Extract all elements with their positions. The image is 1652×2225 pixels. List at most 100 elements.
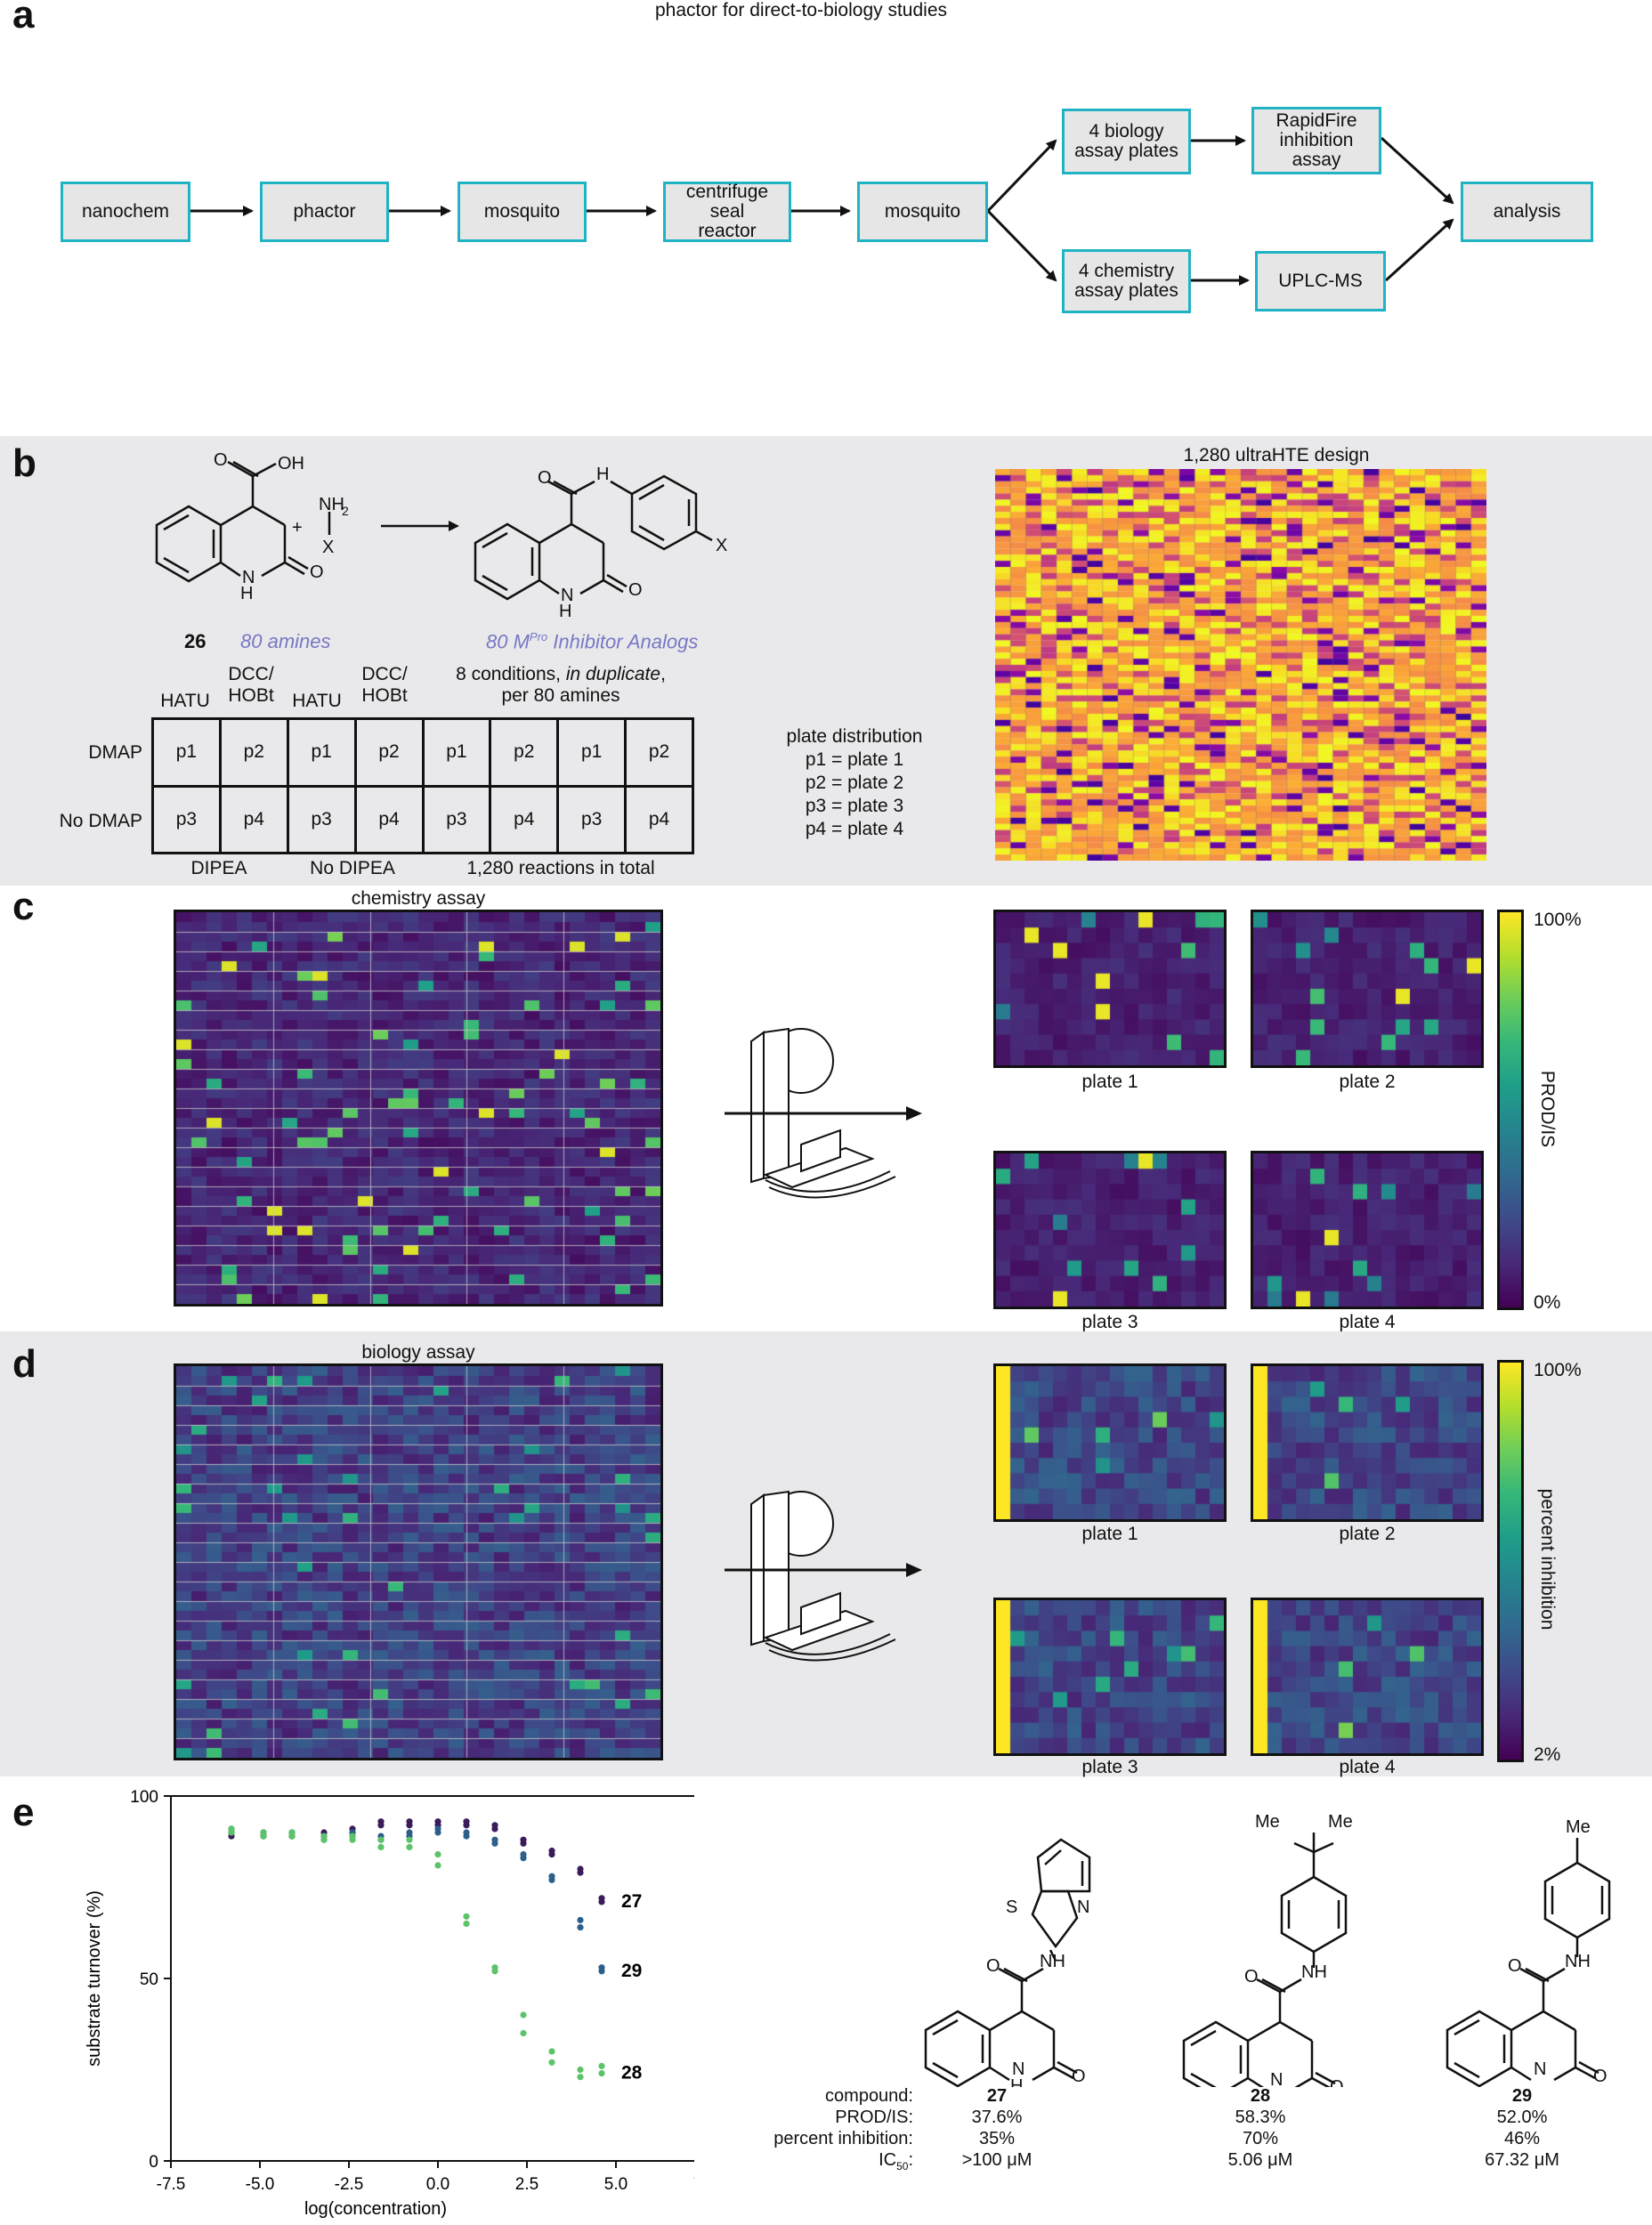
atom-label: N [561, 586, 573, 605]
reaction-scheme: O OH N H O + NH 2 X O H N H O X [155, 450, 727, 621]
point-series-28 [406, 1843, 413, 1850]
bottom-label-total: 1,280 reactions in total [466, 858, 655, 878]
point-series-28 [577, 2066, 584, 2074]
chem-plate-4 [1251, 1151, 1484, 1309]
bio-plate-2-label: plate 2 [1339, 1524, 1396, 1544]
conditions-header: 8 conditions, in duplicate, per 80 amine… [456, 664, 666, 706]
flow-box-biology-plates: 4 biology assay plates [1062, 109, 1191, 174]
chem-colorbar-max: 100% [1534, 910, 1582, 930]
table-cell: p2 [353, 717, 425, 788]
panel-letter-b: b [12, 441, 36, 485]
plate-distribution-item: p3 = plate 3 [805, 796, 904, 816]
flow-box-centrifuge: centrifuge seal reactor [663, 182, 791, 242]
point-series-28 [598, 2070, 605, 2077]
panel-letter-e: e [12, 1791, 35, 1834]
bio-plate-4 [1251, 1598, 1484, 1756]
stats-key-compound: compound: [825, 2086, 913, 2106]
atom-label: H [559, 602, 571, 621]
x-axis-label: log(concentration) [304, 2199, 447, 2219]
table-cell: p3 [556, 784, 628, 854]
x-tick-label: 5.0 [604, 2175, 628, 2194]
table-cell: p4 [353, 784, 425, 854]
point-series-28 [463, 1920, 470, 1928]
x-tick-label: 7.5 [693, 2175, 694, 2194]
panel-a-title: phactor for direct-to-biology studies [655, 0, 947, 20]
bio-plate-1 [993, 1363, 1227, 1522]
point-series-27 [548, 1851, 555, 1858]
atom-label: Me [1255, 1812, 1280, 1832]
amines-label: 80 amines [240, 630, 331, 652]
point-series-28 [377, 1836, 385, 1843]
table-cell: p3 [421, 784, 492, 854]
instrument-icon [725, 1027, 922, 1199]
chem-plate-1-label: plate 1 [1081, 1072, 1138, 1092]
ultrahte-title: 1,280 ultraHTE design [1183, 445, 1370, 465]
chem-plate-3-label: plate 3 [1081, 1312, 1138, 1332]
atom-label: H [1010, 2076, 1023, 2087]
point-series-28 [288, 1833, 296, 1840]
point-series-27 [377, 1822, 385, 1829]
bio-plate-3 [993, 1598, 1227, 1756]
point-series-27 [598, 1898, 605, 1905]
y-tick-label: 0 [149, 2153, 158, 2172]
table-cell: p3 [151, 784, 222, 854]
table-cell: p3 [286, 784, 357, 854]
atom-label: X [716, 536, 727, 555]
point-series-29 [598, 1968, 605, 1975]
condition-table: p1 p2 p1 p2 p1 p2 p1 p2 p3 p4 p3 p4 p3 p… [151, 717, 694, 854]
col-header-hatu: HATU [160, 691, 210, 711]
x-tick-label: -2.5 [335, 2175, 364, 2194]
chemistry-assay-heatmap [174, 910, 663, 1307]
chem-plate-2-label: plate 2 [1339, 1072, 1396, 1092]
table-cell: p4 [218, 784, 289, 854]
point-series-29 [577, 1924, 584, 1931]
panel-letter-a: a [12, 0, 35, 36]
table-cell: p4 [489, 784, 560, 854]
x-tick-label: 0.0 [426, 2175, 449, 2194]
compound-27-ic50: >100 μM [961, 2150, 1032, 2170]
point-series-28 [320, 1836, 328, 1843]
atom-label: OH [278, 454, 304, 473]
bio-plate-3-label: plate 3 [1081, 1757, 1138, 1777]
flow-box-mosquito-2: mosquito [857, 182, 988, 242]
atom-label: N [1012, 2059, 1024, 2079]
x-tick-label: -5.0 [246, 2175, 275, 2194]
col-header-dcc: DCC/ HOBt [228, 664, 274, 706]
compound-28-prod-is: 58.3% [1235, 2108, 1286, 2127]
y-tick-label: 50 [140, 1970, 158, 1989]
table-cell: p4 [624, 784, 694, 854]
point-series-28 [260, 1833, 267, 1840]
atom-label: 2 [342, 504, 349, 518]
point-series-28 [598, 2062, 605, 2069]
point-series-28 [228, 1829, 235, 1836]
point-series-29 [463, 1833, 470, 1840]
point-series-28 [520, 2011, 527, 2019]
atom-label: NH [1565, 1952, 1591, 1971]
table-row: p1 p2 p1 p2 p1 p2 p1 p2 [151, 717, 694, 788]
flow-box-nanochem: nanochem [61, 182, 190, 242]
point-series-29 [434, 1829, 441, 1836]
point-series-29 [520, 1855, 527, 1862]
compound-27-id: 27 [986, 2086, 1008, 2106]
atom-label: Me [1566, 1817, 1591, 1837]
panel-letter-d: d [12, 1342, 36, 1386]
atom-label: O [1072, 2067, 1086, 2086]
row-label-no-dmap: No DMAP [59, 811, 142, 831]
point-series-28 [548, 2059, 555, 2066]
point-series-29 [577, 1916, 584, 1923]
chemistry-assay-title: chemistry assay [351, 888, 486, 909]
point-series-27 [463, 1822, 470, 1829]
table-cell: p2 [218, 717, 289, 788]
series-label-28: 28 [621, 2063, 643, 2083]
stats-key-prod-is: PROD/IS: [835, 2108, 913, 2127]
ultrahte-heatmap [995, 469, 1486, 861]
bio-plate-2 [1251, 1363, 1484, 1522]
bio-plate-1-label: plate 1 [1081, 1524, 1138, 1544]
atom-label: S [1006, 1897, 1017, 1917]
point-series-28 [349, 1836, 356, 1843]
y-tick-label: 100 [130, 1788, 158, 1807]
plot-frame [170, 1795, 694, 2162]
point-series-29 [491, 1840, 498, 1847]
compound-27-inhibition: 35% [978, 2129, 1016, 2148]
atom-label: N [1077, 1897, 1089, 1917]
